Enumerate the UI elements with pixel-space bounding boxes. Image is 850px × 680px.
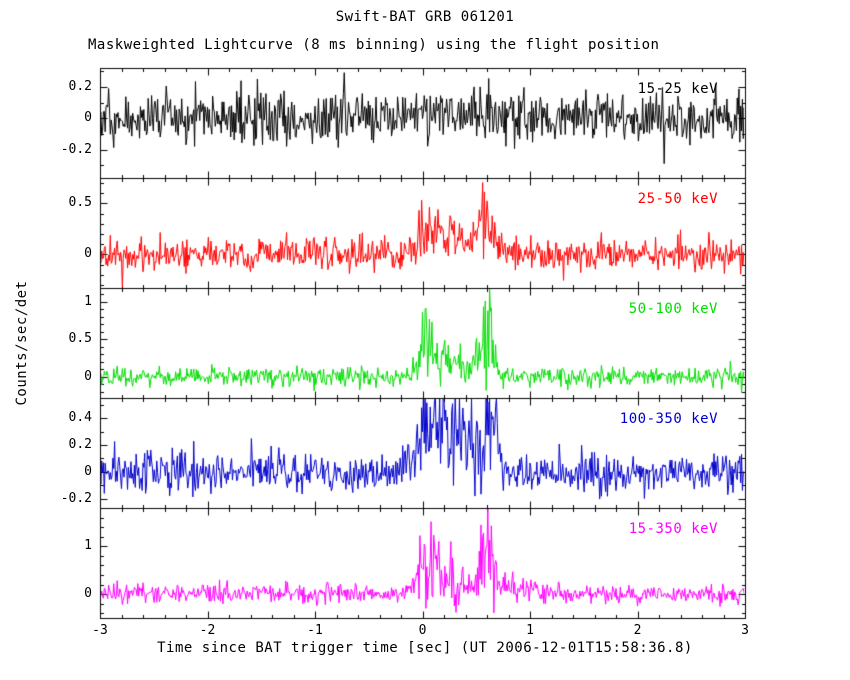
y-tick-label: 0.5 (68, 195, 92, 211)
panel-energy-label: 100-350 keV (619, 411, 718, 427)
y-tick-label: 0.4 (68, 410, 92, 426)
x-tick-label: 2 (633, 623, 642, 638)
y-tick-label: -0.2 (60, 490, 92, 506)
chart-title: Swift-BAT GRB 061201 (335, 9, 515, 25)
x-tick-label: -2 (199, 623, 216, 638)
panel-energy-label: 25-50 keV (637, 191, 718, 207)
y-tick-label: 0 (84, 463, 92, 479)
y-axis-label: Counts/sec/det (14, 280, 30, 406)
x-tick-label: -1 (307, 623, 323, 638)
y-tick-label: 0.5 (68, 331, 92, 347)
panel-energy-label: 15-350 keV (628, 521, 718, 537)
chart-subtitle: Maskweighted Lightcurve (8 ms binning) u… (88, 37, 660, 53)
y-tick-label: 0 (84, 110, 92, 126)
y-tick-label: 0.2 (68, 78, 92, 94)
y-tick-label: 1 (84, 538, 92, 554)
x-tick-label: 1 (526, 623, 534, 638)
x-tick-label: 3 (741, 623, 749, 638)
panel-energy-label: 15-25 keV (637, 81, 718, 97)
y-tick-label: 0 (84, 368, 92, 384)
y-tick-label: -0.2 (60, 141, 92, 157)
x-tick-label: -3 (92, 623, 108, 638)
y-tick-label: 0.2 (68, 436, 92, 452)
y-tick-label: 1 (84, 293, 92, 309)
y-tick-label: 0 (84, 586, 92, 602)
x-tick-label: 0 (418, 623, 427, 638)
x-axis-label: Time since BAT trigger time [sec] (UT 20… (157, 640, 693, 656)
y-tick-label: 0 (84, 246, 92, 262)
panel-energy-label: 50-100 keV (628, 301, 718, 317)
